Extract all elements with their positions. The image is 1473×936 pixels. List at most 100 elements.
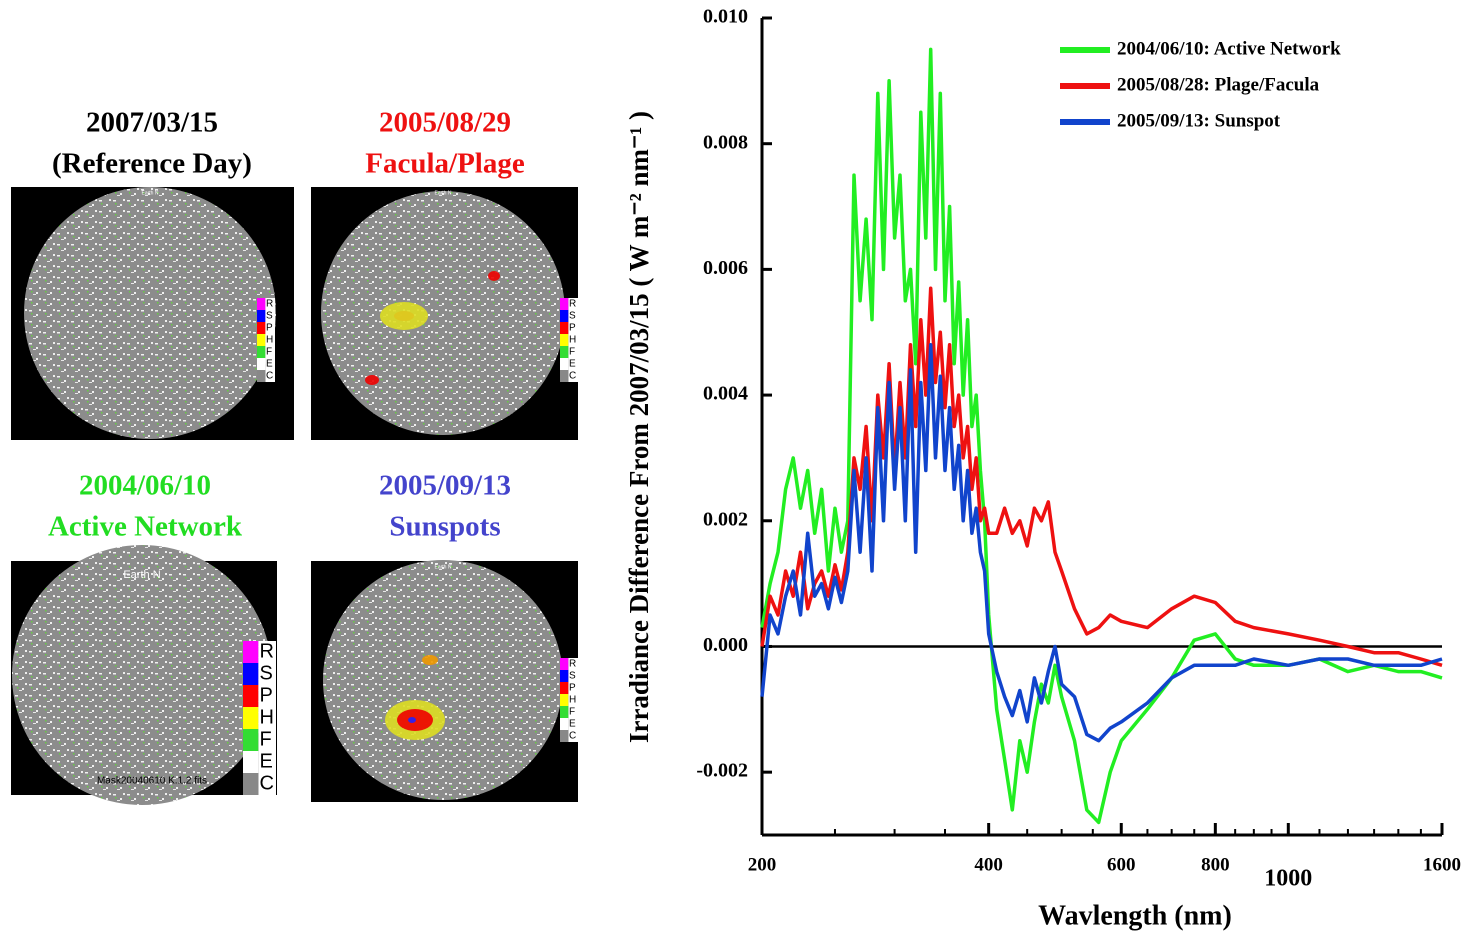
mask-legend-swatch [560, 682, 569, 694]
mask-legend-letter: C [266, 371, 273, 382]
mask-legend-letter: P [569, 683, 576, 694]
mask-legend-letter: S [260, 662, 273, 684]
mask-legend-swatch [243, 663, 259, 685]
mask-legend-swatch [257, 370, 266, 382]
mask-legend-letter: H [260, 706, 274, 728]
mask-legend-cell [265, 334, 275, 346]
earth-label: Earth N [435, 190, 452, 196]
mask-legend-cell [568, 358, 578, 370]
active-region [422, 655, 438, 665]
mask-legend-letter: C [569, 371, 576, 382]
mask-legend-swatch [243, 729, 259, 751]
solar-disk [12, 545, 272, 805]
y-tick-label: 0.004 [703, 383, 748, 405]
mask-legend-letter: F [569, 707, 575, 718]
y-tick-label: 0.002 [703, 508, 748, 530]
mask-legend-swatch [257, 298, 266, 310]
mask-legend-letter: E [569, 719, 576, 730]
y-tick-label: 0.000 [703, 634, 748, 656]
mask-legend-swatch [257, 310, 266, 322]
mask-legend-cell [568, 706, 578, 718]
x-tick-label: 400 [974, 854, 1003, 875]
mask-legend-swatch [560, 358, 569, 370]
active-region [488, 271, 500, 281]
solar-disk [24, 187, 276, 439]
earth-label: Earth N [142, 190, 159, 196]
mask-legend-letter: F [569, 347, 575, 358]
mask-legend-letter: P [266, 323, 273, 334]
mask-legend-letter: F [260, 728, 272, 750]
mask-legend-swatch [560, 706, 569, 718]
mask-legend-cell [258, 707, 276, 729]
mask-legend-cell [258, 663, 276, 685]
mask-legend-swatch [560, 370, 569, 382]
mask-legend-swatch [257, 334, 266, 346]
mask-legend-letter: S [569, 671, 576, 682]
y-tick-label: 0.008 [703, 131, 748, 153]
x-axis-label: Wavlength (nm) [1038, 900, 1232, 931]
mask-legend-swatch [560, 718, 569, 730]
mask-legend-cell [568, 730, 578, 742]
file-label: Mask20040610.K.1.2.fits [97, 776, 207, 787]
mask-legend-letter: F [266, 347, 272, 358]
data-line [760, 286, 1443, 667]
mask-legend-letter: R [266, 299, 273, 310]
mask-legend-swatch [560, 658, 569, 670]
panel-title: 2005/08/29 [379, 107, 511, 139]
y-tick-label: 0.010 [703, 6, 748, 28]
legend-label: 2005/08/28: Plage/Facula [1117, 74, 1320, 95]
mask-legend-cell [258, 685, 276, 707]
mask-legend-letter: H [266, 335, 273, 346]
mask-legend-cell [568, 310, 578, 322]
y-axis-label: Irradiance Difference From 2007/03/15 ( … [624, 111, 654, 743]
mask-legend-swatch [257, 346, 266, 358]
mask-legend-cell [568, 346, 578, 358]
mask-legend-letter: R [569, 299, 576, 310]
mask-legend-cell [258, 729, 276, 751]
mask-legend-cell [265, 346, 275, 358]
mask-legend-swatch [257, 358, 266, 370]
mask-legend-cell [258, 641, 276, 663]
x-tick-label: 1000 [1264, 866, 1312, 892]
mask-legend-swatch [560, 694, 569, 706]
mask-legend-letter: E [569, 359, 576, 370]
mask-legend-letter: P [569, 323, 576, 334]
mask-legend-cell [265, 310, 275, 322]
y-tick-label: 0.006 [703, 257, 748, 279]
mask-legend-swatch [257, 322, 266, 334]
mask-legend-cell [258, 773, 276, 795]
y-tick-label: -0.002 [696, 760, 748, 782]
mask-legend-letter: C [569, 731, 576, 742]
panel-title: 2005/09/13 [379, 470, 511, 502]
earth-label: Earth N [435, 564, 452, 570]
mask-legend-letter: R [260, 640, 274, 662]
mask-legend-cell [568, 334, 578, 346]
mask-legend-swatch [243, 751, 259, 773]
mask-legend-cell [568, 718, 578, 730]
legend-label: 2004/06/10: Active Network [1117, 38, 1341, 59]
mask-legend-letter: E [266, 359, 273, 370]
mask-legend-swatch [560, 322, 569, 334]
mask-legend-cell [258, 751, 276, 773]
mask-legend-swatch [560, 334, 569, 346]
x-tick-label: 800 [1201, 854, 1230, 875]
active-region [365, 375, 379, 385]
mask-legend-cell [265, 370, 275, 382]
mask-legend-cell [568, 682, 578, 694]
mask-legend-letter: E [260, 750, 273, 772]
panel-title: 2004/06/10 [79, 470, 211, 502]
mask-legend-letter: H [569, 695, 576, 706]
earth-label: Earth N [123, 569, 160, 581]
mask-legend-swatch [560, 670, 569, 682]
mask-legend-cell [265, 358, 275, 370]
mask-legend-swatch [243, 685, 259, 707]
mask-legend-letter: S [569, 311, 576, 322]
mask-legend-cell [568, 694, 578, 706]
mask-legend-cell [265, 298, 275, 310]
solar-disk [321, 191, 565, 435]
mask-legend-letter: C [260, 772, 274, 794]
mask-legend-cell [568, 298, 578, 310]
mask-legend-swatch [243, 707, 259, 729]
